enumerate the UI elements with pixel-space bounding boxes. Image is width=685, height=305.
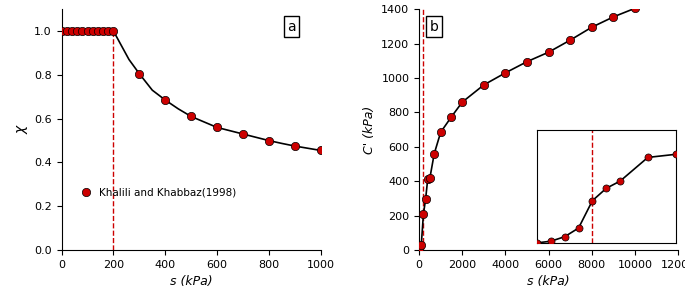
Khalili and Khabbaz(1998): [265, 139, 273, 142]
Khalili and Khabbaz(1998): [68, 29, 76, 33]
Y-axis label: C' (kPa): C' (kPa): [363, 106, 375, 154]
Legend: Khalili and Khabbaz(1998): Khalili and Khabbaz(1998): [72, 183, 240, 202]
Khalili and Khabbaz(1998): [58, 29, 66, 33]
Khalili and Khabbaz(1998): [213, 126, 221, 129]
Khalili and Khabbaz(1998): [63, 29, 71, 33]
Y-axis label: χ: χ: [14, 125, 29, 134]
X-axis label: s (kPa): s (kPa): [527, 275, 570, 289]
Khalili and Khabbaz(1998): [104, 29, 112, 33]
Line: Khalili and Khabbaz(1998): Khalili and Khabbaz(1998): [58, 27, 325, 155]
Text: b: b: [429, 20, 438, 34]
Khalili and Khabbaz(1998): [239, 132, 247, 136]
Khalili and Khabbaz(1998): [88, 29, 97, 33]
Khalili and Khabbaz(1998): [110, 29, 118, 33]
Khalili and Khabbaz(1998): [187, 115, 195, 118]
Khalili and Khabbaz(1998): [135, 72, 143, 76]
Khalili and Khabbaz(1998): [161, 98, 169, 102]
Khalili and Khabbaz(1998): [94, 29, 102, 33]
Text: a: a: [287, 20, 296, 34]
Khalili and Khabbaz(1998): [78, 29, 86, 33]
Khalili and Khabbaz(1998): [99, 29, 108, 33]
Khalili and Khabbaz(1998): [290, 144, 299, 148]
Khalili and Khabbaz(1998): [84, 29, 92, 33]
X-axis label: s (kPa): s (kPa): [170, 275, 212, 289]
Khalili and Khabbaz(1998): [316, 149, 325, 152]
Khalili and Khabbaz(1998): [73, 29, 82, 33]
